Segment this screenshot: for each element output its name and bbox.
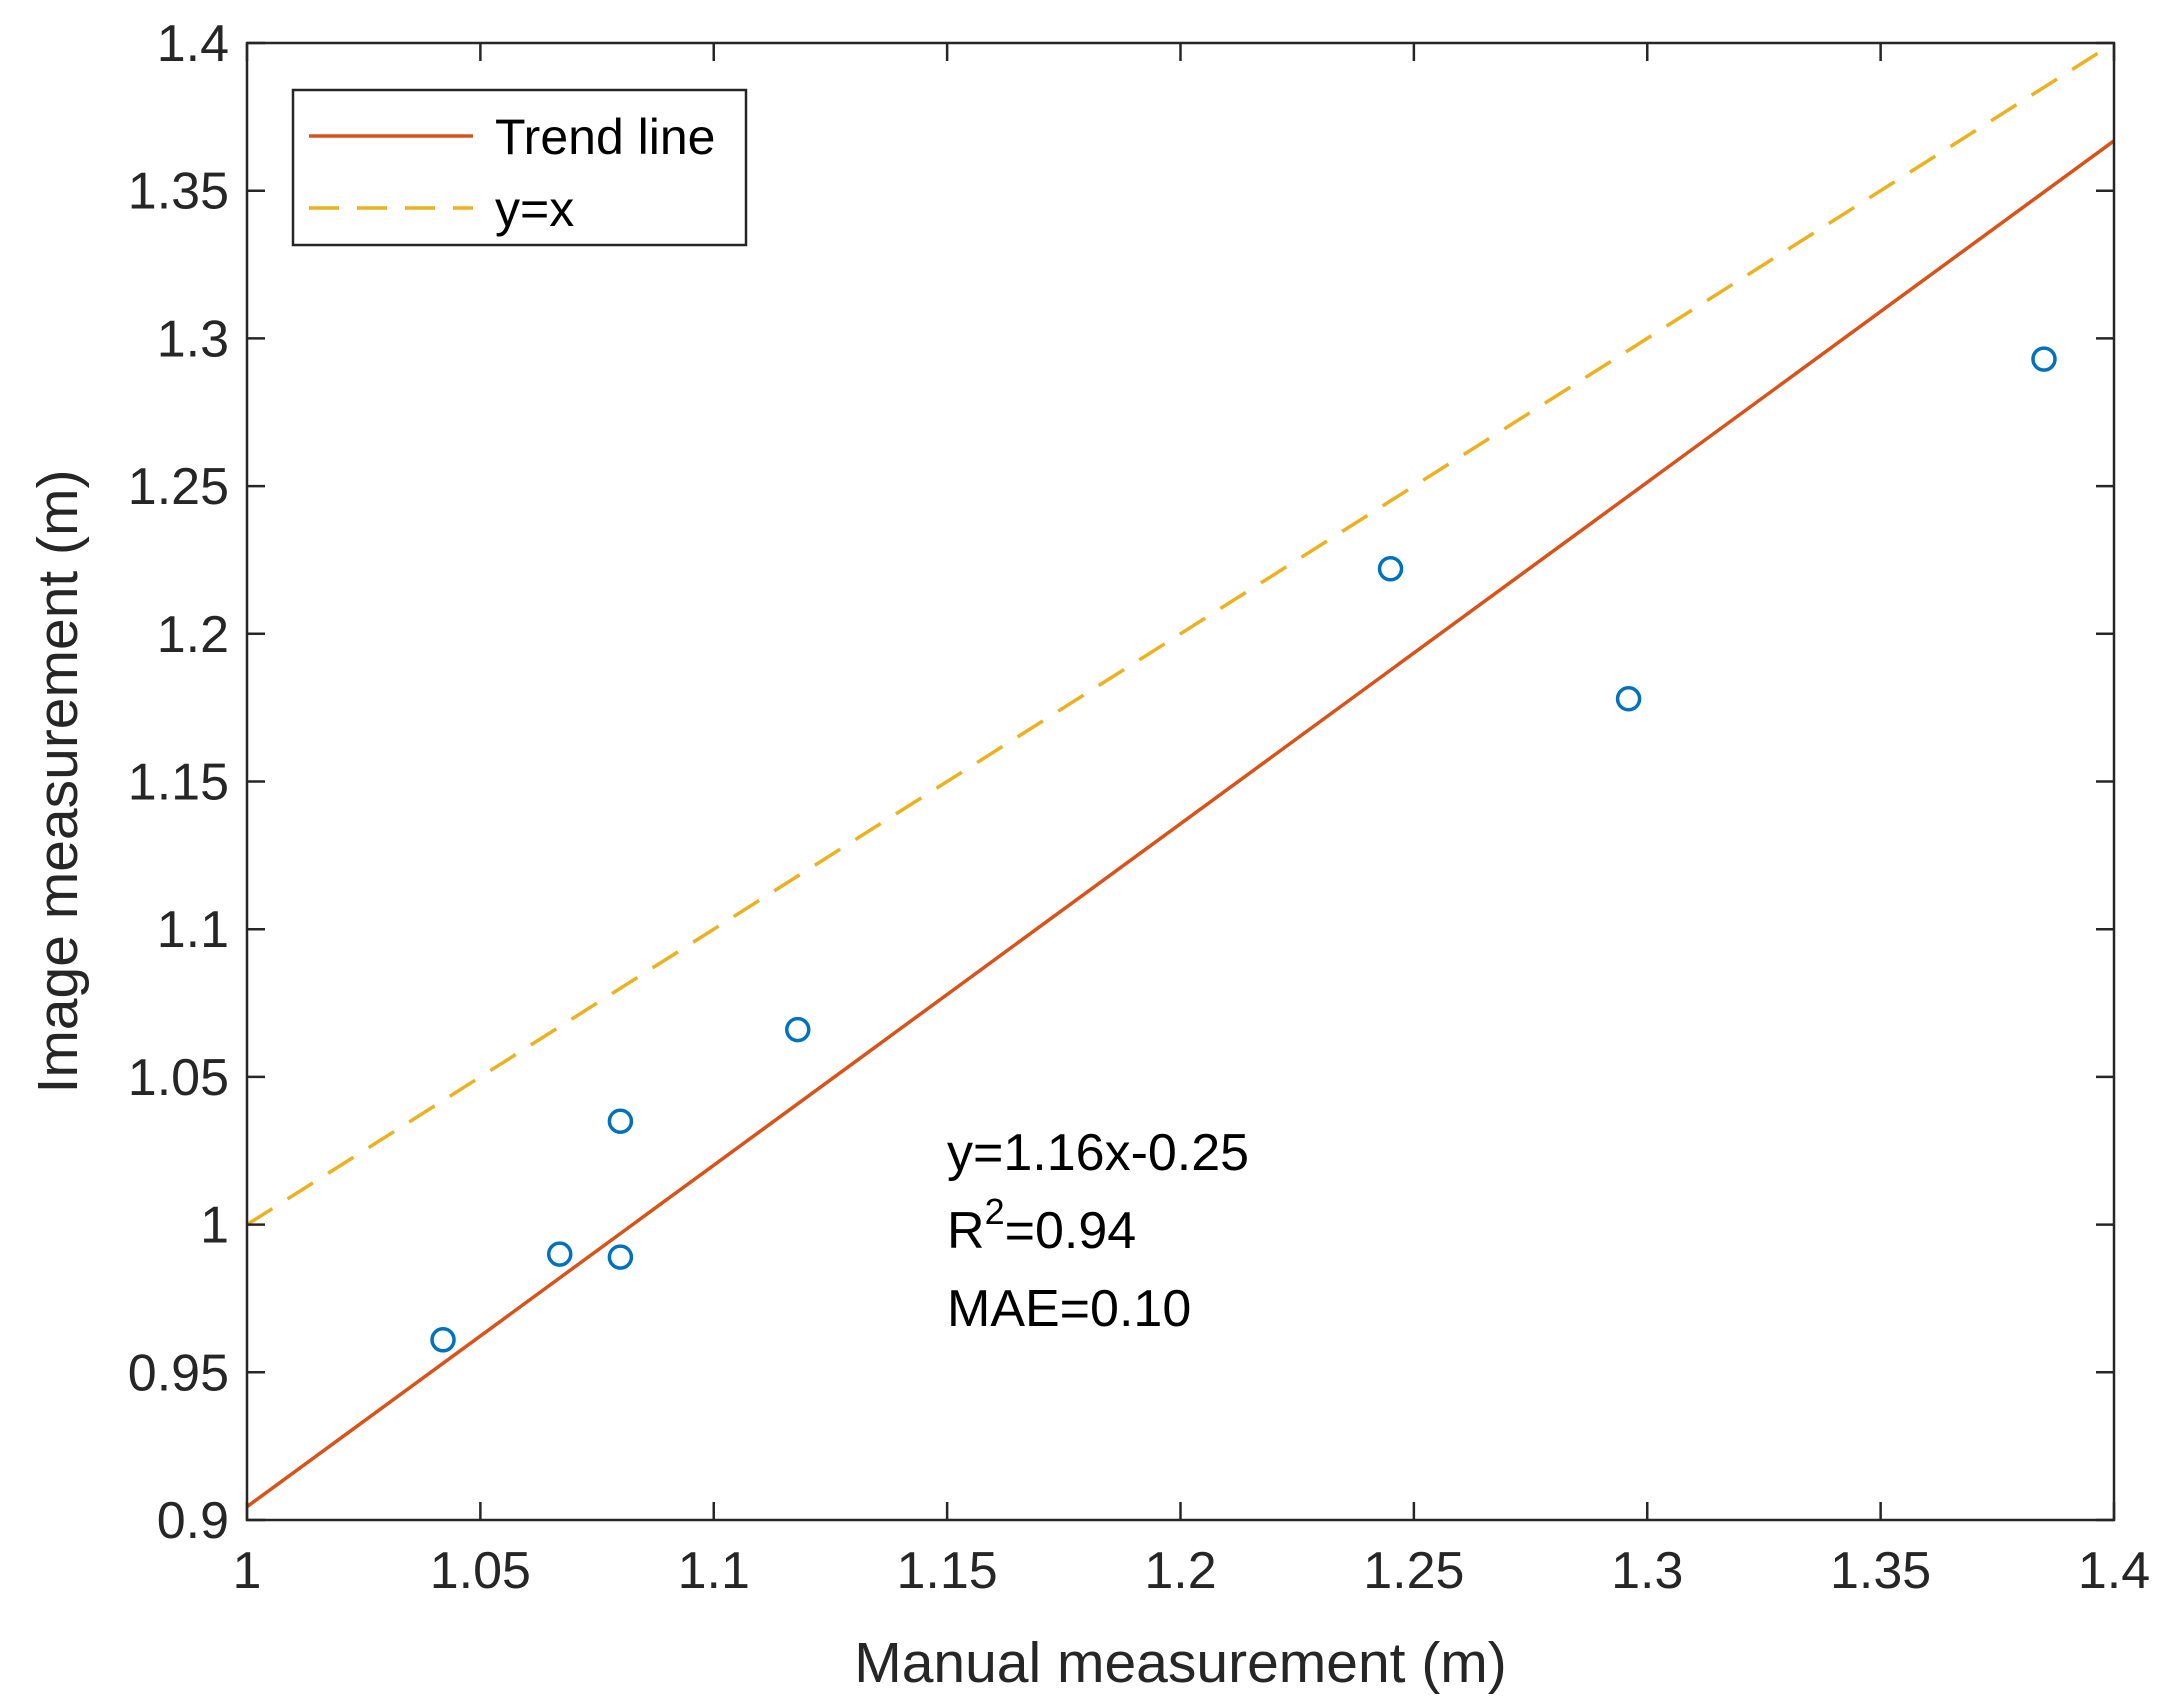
y-tick-label: 0.9 <box>157 1492 229 1550</box>
y-tick-label: 1.1 <box>157 901 229 959</box>
legend-label: y=x <box>495 181 574 237</box>
y-tick-label: 1.4 <box>157 15 229 73</box>
annotation-r-squared: R2=0.94 <box>947 1191 1136 1260</box>
data-point <box>607 1108 634 1134</box>
identity-line <box>247 43 2114 1227</box>
x-tick-label: 1.3 <box>1611 1542 1683 1600</box>
data-point <box>785 1016 811 1043</box>
r-squared-exponent: 2 <box>985 1191 1005 1232</box>
x-tick-label: 1.15 <box>897 1542 998 1600</box>
r-squared-prefix: R <box>947 1202 985 1260</box>
x-axis-title: Manual measurement (m) <box>854 1631 1507 1695</box>
legend-box <box>291 88 748 247</box>
x-tick-label: 1.05 <box>430 1542 531 1600</box>
trend-line <box>247 139 2114 1509</box>
y-tick-label: 1.35 <box>128 163 229 221</box>
data-point <box>607 1244 634 1270</box>
y-axis-title: Image measurement (m) <box>26 469 90 1093</box>
x-tick-label: 1.1 <box>678 1542 750 1600</box>
annotation-equation: y=1.16x-0.25 <box>947 1124 1249 1182</box>
y-tick-label: 0.95 <box>128 1344 229 1402</box>
x-tick-label: 1.4 <box>2078 1542 2150 1600</box>
x-tick-label: 1 <box>233 1542 262 1600</box>
y-tick-label: 1.3 <box>157 310 229 368</box>
x-tick-label: 1.25 <box>1363 1542 1464 1600</box>
data-point <box>430 1327 456 1353</box>
y-tick-label: 1.05 <box>128 1049 229 1107</box>
x-tick-label: 1.2 <box>1144 1542 1216 1600</box>
r-squared-value: =0.94 <box>1005 1202 1137 1260</box>
y-tick-label: 1 <box>200 1197 229 1255</box>
annotation-mae: MAE=0.10 <box>947 1280 1191 1338</box>
data-point <box>2031 346 2057 372</box>
y-tick-label: 1.15 <box>128 754 229 812</box>
data-point <box>546 1241 573 1267</box>
data-point <box>1377 556 1404 582</box>
y-tick-label: 1.25 <box>128 458 229 516</box>
y-tick-label: 1.2 <box>157 606 229 664</box>
x-tick-label: 1.35 <box>1830 1542 1931 1600</box>
legend-label: Trend line <box>495 109 715 165</box>
data-point <box>1615 686 1642 712</box>
